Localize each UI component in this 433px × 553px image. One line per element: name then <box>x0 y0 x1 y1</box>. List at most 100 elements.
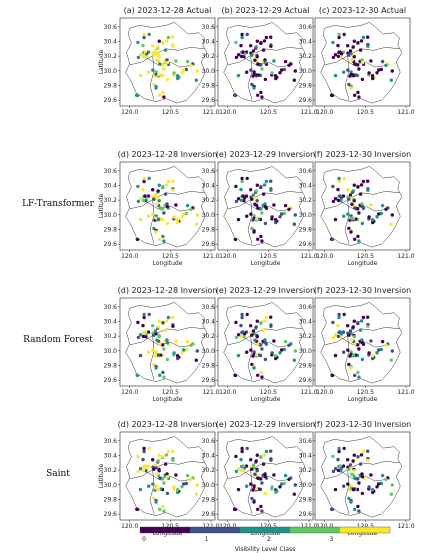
station-point <box>138 333 143 337</box>
boundary-line <box>149 198 155 245</box>
station-point <box>371 76 375 81</box>
station-point <box>256 93 260 98</box>
station-point <box>239 54 244 59</box>
station-point <box>245 176 249 181</box>
station-point <box>154 70 158 74</box>
colorbar-tick-label: 2 <box>267 536 271 543</box>
station-point <box>250 197 254 201</box>
station-point <box>249 188 253 192</box>
station-point <box>292 222 296 226</box>
station-point <box>234 335 239 340</box>
station-point <box>263 357 268 362</box>
station-point <box>356 370 360 375</box>
station-point <box>185 203 190 208</box>
station-point <box>166 35 171 40</box>
station-point <box>138 197 143 201</box>
station-point <box>261 48 266 52</box>
station-point <box>331 55 336 60</box>
station-point <box>353 507 357 511</box>
station-point <box>338 330 342 334</box>
station-point <box>245 484 249 488</box>
station-point <box>375 351 379 355</box>
y-tick-label: 30.2 <box>104 197 118 204</box>
station-point <box>370 354 375 358</box>
station-point <box>152 467 156 471</box>
y-tick-label: 30.0 <box>104 348 118 355</box>
station-point <box>352 39 356 43</box>
station-point <box>263 61 268 65</box>
station-point <box>165 357 170 362</box>
station-point <box>333 467 338 471</box>
y-tick-label: 30.4 <box>202 318 216 325</box>
panel-title: (e) 2023-12-29 Inversion <box>216 420 315 429</box>
station-point <box>165 338 169 342</box>
y-tick-label: 29.8 <box>202 496 216 503</box>
x-tick-label: 120.5 <box>162 523 179 530</box>
station-point <box>181 68 186 72</box>
colorbar-tick-label: 1 <box>205 536 209 543</box>
station-point <box>331 454 335 459</box>
station-point <box>152 82 156 87</box>
x-tick-label: 121.0 <box>397 523 414 530</box>
y-tick-label: 29.8 <box>299 496 313 503</box>
panel-title: (b) 2023-12-29 Actual <box>222 6 310 15</box>
y-tick-label: 30.6 <box>104 304 118 311</box>
y-tick-label: 30.0 <box>202 348 216 355</box>
station-point <box>353 237 357 241</box>
station-point <box>152 496 156 501</box>
x-tick-label: 121.0 <box>202 253 219 260</box>
boundary-line <box>145 57 195 68</box>
station-point <box>352 183 356 187</box>
station-point <box>147 446 151 451</box>
station-point <box>242 335 246 339</box>
station-point <box>234 469 239 474</box>
station-point <box>390 349 394 353</box>
station-point <box>147 70 151 74</box>
station-point <box>346 44 350 48</box>
station-point <box>255 319 259 323</box>
station-point <box>143 50 147 54</box>
x-tick-label: 120.0 <box>219 523 236 530</box>
station-point <box>379 347 383 352</box>
station-point <box>239 198 244 203</box>
station-point <box>165 341 170 345</box>
x-tick-label: 120.0 <box>316 523 333 530</box>
station-point <box>165 491 170 496</box>
station-point <box>162 481 166 485</box>
station-point <box>245 350 249 354</box>
station-point <box>233 373 238 378</box>
station-point <box>348 49 353 53</box>
panel-title: (e) 2023-12-29 Inversion <box>216 286 315 295</box>
panel-title: (e) 2023-12-29 Inversion <box>216 150 315 159</box>
station-point <box>269 458 273 462</box>
station-point <box>236 53 241 57</box>
station-point <box>338 464 342 468</box>
station-point <box>154 214 158 218</box>
station-point <box>155 58 159 62</box>
station-point <box>164 39 169 43</box>
station-point <box>152 333 156 337</box>
station-point <box>165 472 169 476</box>
station-point <box>359 183 364 187</box>
y-tick-label: 29.8 <box>202 82 216 89</box>
map-panel: (f) 2023-12-30 Inversion 29.6 29.8 30.0 30.2… <box>299 286 415 403</box>
region-outline <box>223 302 306 384</box>
station-point <box>233 237 238 242</box>
station-point <box>351 353 356 357</box>
station-point <box>252 214 256 218</box>
region-outline <box>223 22 306 104</box>
station-point <box>189 207 193 211</box>
station-point <box>254 325 258 329</box>
map-panel: (f) 2023-12-30 Inversion 29.6 29.8 30.0 30.2… <box>299 420 415 537</box>
station-point <box>151 68 155 72</box>
station-point <box>236 487 241 492</box>
station-point <box>254 217 259 221</box>
y-axis-label: Latitude <box>98 193 105 218</box>
station-point <box>162 375 166 379</box>
station-point <box>138 217 143 222</box>
station-point <box>264 449 269 454</box>
station-point <box>278 71 282 75</box>
station-point <box>156 325 160 329</box>
station-point <box>339 55 343 59</box>
station-point <box>347 53 351 57</box>
